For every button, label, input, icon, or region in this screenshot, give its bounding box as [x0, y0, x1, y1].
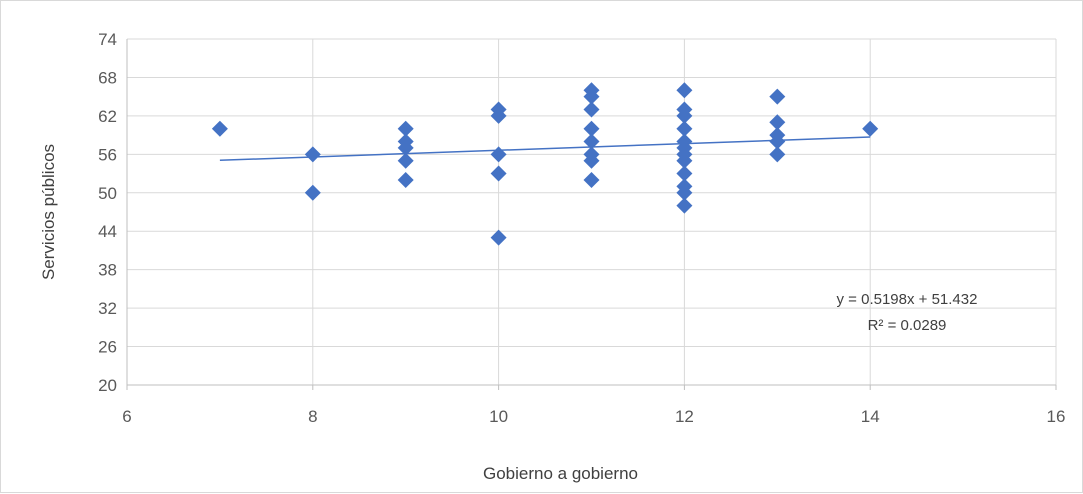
y-tick-label: 20: [98, 376, 117, 395]
trendline-equation: y = 0.5198x + 51.432: [837, 291, 978, 308]
y-tick-label: 38: [98, 261, 117, 280]
data-point: [583, 120, 600, 137]
y-tick-label: 50: [98, 184, 117, 203]
data-point: [676, 107, 693, 124]
data-point: [583, 171, 600, 188]
x-tick-label: 6: [122, 407, 131, 426]
data-point: [211, 120, 228, 137]
y-tick-label: 32: [98, 299, 117, 318]
data-point: [490, 107, 507, 124]
data-point: [490, 146, 507, 163]
linear-trendline: [219, 136, 871, 162]
y-tick-label: 44: [98, 222, 117, 241]
y-tick-label: 68: [98, 68, 117, 87]
data-point: [769, 146, 786, 163]
data-point: [583, 152, 600, 169]
data-point: [769, 133, 786, 150]
data-point: [490, 165, 507, 182]
data-point: [304, 146, 321, 163]
data-point: [676, 120, 693, 137]
data-points: [211, 82, 879, 246]
data-point: [676, 152, 693, 169]
y-axis-title: Servicios públicos: [39, 144, 58, 280]
x-tick-label: 8: [308, 407, 317, 426]
trendline-layer: [219, 136, 871, 162]
x-tick-label: 10: [489, 407, 508, 426]
data-point: [397, 139, 414, 156]
data-point: [583, 88, 600, 105]
x-axis-title: Gobierno a gobierno: [483, 464, 638, 483]
y-tick-label: 62: [98, 107, 117, 126]
data-point: [676, 165, 693, 182]
data-point: [769, 114, 786, 131]
data-point: [583, 101, 600, 118]
y-tick-label: 26: [98, 338, 117, 357]
y-tick-label: 74: [98, 30, 117, 49]
x-tick-label: 16: [1047, 407, 1066, 426]
data-point: [397, 120, 414, 137]
x-tick-label: 14: [861, 407, 880, 426]
data-point: [304, 184, 321, 201]
data-point: [676, 184, 693, 201]
data-point: [676, 82, 693, 99]
data-point: [397, 171, 414, 188]
data-point: [583, 133, 600, 150]
y-tick-label: 56: [98, 145, 117, 164]
x-tick-label: 12: [675, 407, 694, 426]
data-point: [862, 120, 879, 137]
trendline-r-squared: R² = 0.0289: [868, 317, 947, 334]
data-point: [769, 88, 786, 105]
data-point: [676, 197, 693, 214]
data-point: [490, 229, 507, 246]
labels: Servicios públicos Gobierno a gobierno y…: [39, 144, 977, 483]
data-point: [397, 152, 414, 169]
